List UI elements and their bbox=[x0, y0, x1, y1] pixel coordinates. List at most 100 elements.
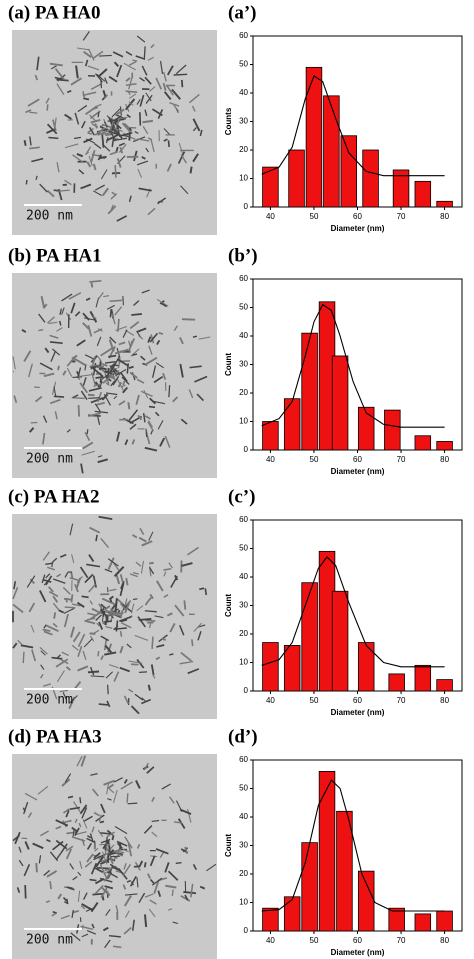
crystal bbox=[34, 74, 39, 81]
crystal bbox=[40, 650, 46, 656]
crystal bbox=[42, 628, 51, 632]
crystal bbox=[147, 421, 155, 432]
crystal bbox=[110, 380, 116, 387]
crystal bbox=[81, 450, 95, 456]
crystal bbox=[184, 846, 189, 854]
crystal bbox=[70, 626, 75, 638]
crystal bbox=[111, 313, 116, 325]
crystal bbox=[159, 851, 165, 859]
crystal bbox=[136, 877, 139, 888]
crystal bbox=[136, 35, 146, 43]
crystal bbox=[77, 871, 82, 876]
crystal bbox=[151, 831, 158, 838]
crystal bbox=[43, 372, 55, 378]
crystal bbox=[69, 806, 81, 811]
crystal bbox=[111, 136, 115, 147]
crystal bbox=[54, 76, 64, 81]
y-tick-label: 40 bbox=[239, 572, 248, 581]
crystal bbox=[76, 339, 86, 347]
crystal bbox=[93, 143, 102, 150]
crystal bbox=[62, 692, 67, 700]
crystal bbox=[94, 847, 99, 852]
crystal bbox=[149, 899, 157, 905]
crystal bbox=[29, 136, 32, 146]
crystal bbox=[157, 890, 162, 897]
crystal bbox=[173, 821, 182, 824]
crystal bbox=[135, 55, 144, 60]
crystal bbox=[82, 31, 90, 41]
crystal bbox=[164, 862, 170, 873]
crystal bbox=[128, 340, 133, 352]
x-tick-label: 80 bbox=[440, 936, 449, 945]
crystal bbox=[64, 179, 72, 186]
crystal bbox=[122, 863, 132, 877]
crystal bbox=[82, 312, 90, 321]
crystal bbox=[104, 94, 109, 99]
crystal bbox=[73, 357, 87, 367]
crystal bbox=[88, 155, 93, 167]
crystal bbox=[166, 612, 173, 617]
crystal bbox=[112, 789, 118, 803]
crystal bbox=[111, 866, 122, 872]
crystal bbox=[140, 560, 145, 574]
crystal bbox=[145, 94, 153, 104]
crystal bbox=[88, 386, 102, 392]
crystal bbox=[78, 374, 92, 377]
crystal bbox=[91, 923, 95, 929]
crystal bbox=[25, 179, 28, 185]
crystal bbox=[158, 634, 168, 643]
fit-curve bbox=[261, 303, 445, 428]
crystal bbox=[61, 651, 69, 657]
crystal bbox=[126, 643, 132, 649]
crystal bbox=[94, 403, 101, 412]
crystal bbox=[47, 566, 56, 571]
crystal bbox=[113, 61, 120, 67]
crystal bbox=[128, 77, 133, 90]
crystal bbox=[21, 328, 27, 333]
crystal bbox=[120, 372, 128, 382]
crystal bbox=[53, 386, 57, 397]
crystal bbox=[105, 133, 119, 142]
crystal bbox=[102, 851, 108, 865]
crystal bbox=[46, 189, 55, 198]
crystal bbox=[26, 575, 36, 588]
crystal bbox=[72, 394, 79, 399]
crystal bbox=[82, 650, 87, 660]
crystal bbox=[45, 562, 54, 565]
crystal bbox=[134, 693, 144, 701]
crystal bbox=[130, 705, 140, 715]
micrograph: 200 nm bbox=[12, 273, 217, 478]
crystal bbox=[64, 113, 72, 120]
crystal bbox=[35, 862, 38, 873]
crystal bbox=[95, 614, 102, 621]
crystal bbox=[62, 370, 67, 376]
crystal bbox=[124, 910, 130, 918]
crystal bbox=[147, 137, 153, 141]
crystal bbox=[71, 554, 75, 564]
crystal bbox=[82, 91, 86, 98]
crystal bbox=[93, 852, 101, 859]
crystal bbox=[88, 48, 95, 61]
crystal bbox=[119, 116, 128, 120]
crystal bbox=[171, 88, 181, 100]
crystal bbox=[183, 600, 187, 610]
crystal bbox=[42, 683, 51, 687]
crystal bbox=[84, 573, 94, 584]
crystal bbox=[151, 796, 155, 803]
crystal bbox=[80, 925, 94, 930]
crystal bbox=[28, 427, 35, 433]
crystal bbox=[155, 656, 161, 661]
crystal bbox=[113, 127, 123, 132]
crystal bbox=[37, 785, 49, 795]
crystal bbox=[94, 410, 109, 414]
crystal bbox=[100, 887, 108, 898]
crystal bbox=[64, 572, 69, 578]
crystal bbox=[29, 146, 40, 150]
crystal bbox=[177, 818, 186, 829]
crystal bbox=[190, 883, 194, 898]
scale-label: 200 nm bbox=[26, 452, 73, 467]
crystal bbox=[145, 596, 153, 605]
bar bbox=[436, 910, 453, 932]
crystal bbox=[100, 803, 106, 814]
crystal bbox=[101, 143, 111, 152]
